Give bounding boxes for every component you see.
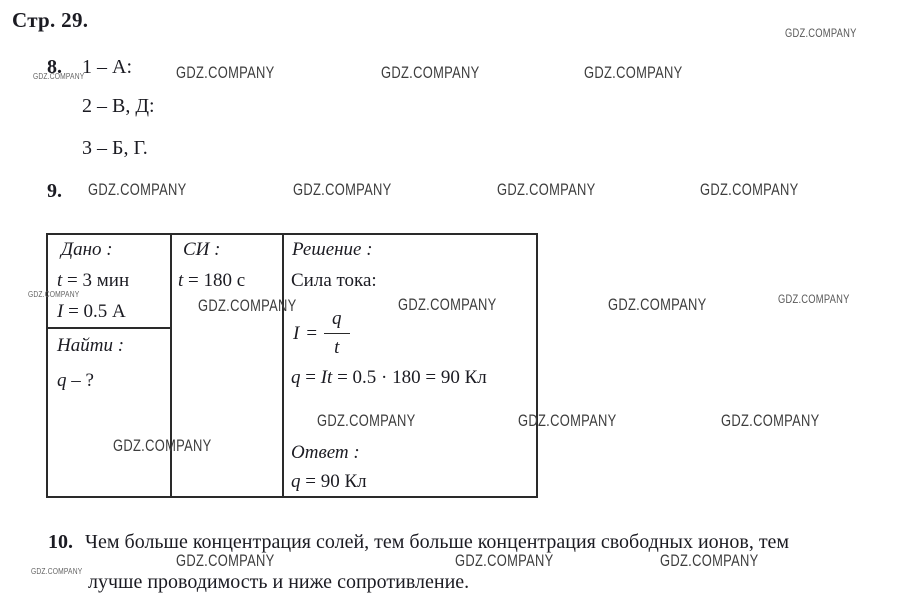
table-divider-given-find [48, 327, 172, 329]
page-title: Стр. 29. [12, 8, 89, 32]
item9-number: 9. [47, 180, 62, 202]
given-row-time: t = 3 мин [57, 270, 130, 291]
given-row-current: I = 0.5 А [57, 301, 126, 322]
answer-header: Ответ : [291, 442, 360, 463]
current-formula-fraction: I = q t [293, 308, 350, 359]
item8-line-2: 2 – В, Д: [82, 95, 155, 117]
table-divider-col2 [282, 235, 284, 496]
watermark-text: GDZ.COMPANY [660, 551, 759, 570]
item8-number: 8. [47, 56, 62, 78]
si-header: СИ : [183, 239, 221, 260]
table-divider-col1 [170, 235, 172, 496]
watermark-text: GDZ.COMPANY [584, 63, 683, 82]
item8-line-3: 3 – Б, Г. [82, 137, 148, 159]
watermark-text: GDZ.COMPANY [176, 63, 275, 82]
si-row: t = 180 с [178, 270, 246, 291]
watermark-text: GDZ.COMPANY [293, 180, 392, 199]
watermark-text: GDZ.COMPANY [176, 551, 275, 570]
fraction: q t [324, 308, 350, 359]
solution-label: Сила тока: [291, 270, 377, 291]
watermark-text: GDZ.COMPANY [455, 551, 554, 570]
charge-formula: q = It = 0.5 · 180 = 90 Кл [291, 367, 487, 388]
watermark-text: GDZ.COMPANY [497, 180, 596, 199]
watermark-text: GDZ.COMPANY [778, 292, 850, 306]
solution-table [46, 233, 538, 498]
item10-line-2: лучше проводимость и ниже сопротивление. [88, 571, 470, 593]
find-header: Найти : [57, 335, 125, 356]
answer-value: q = 90 Кл [291, 471, 367, 492]
item8-line-1: 1 – А: [82, 56, 132, 78]
given-header: Дано : [61, 239, 113, 260]
watermark-text: GDZ.COMPANY [88, 180, 187, 199]
fraction-denominator: t [334, 337, 340, 358]
watermark-text: GDZ.COMPANY [608, 295, 707, 314]
find-row: q – ? [57, 370, 94, 391]
fraction-equals: = [306, 322, 318, 344]
fraction-lhs: I [293, 322, 300, 344]
watermark-text: GDZ.COMPANY [721, 411, 820, 430]
solution-header: Решение : [292, 239, 373, 260]
watermark-text: GDZ.COMPANY [700, 180, 799, 199]
watermark-text: GDZ.COMPANY [785, 26, 857, 40]
item10-number: 10. [48, 531, 73, 553]
item10-line-1: Чем больше концентрация солей, тем больш… [85, 531, 790, 553]
watermark-text: GDZ.COMPANY [381, 63, 480, 82]
watermark-text: GDZ.COMPANY [31, 567, 83, 576]
fraction-numerator: q [324, 308, 350, 334]
